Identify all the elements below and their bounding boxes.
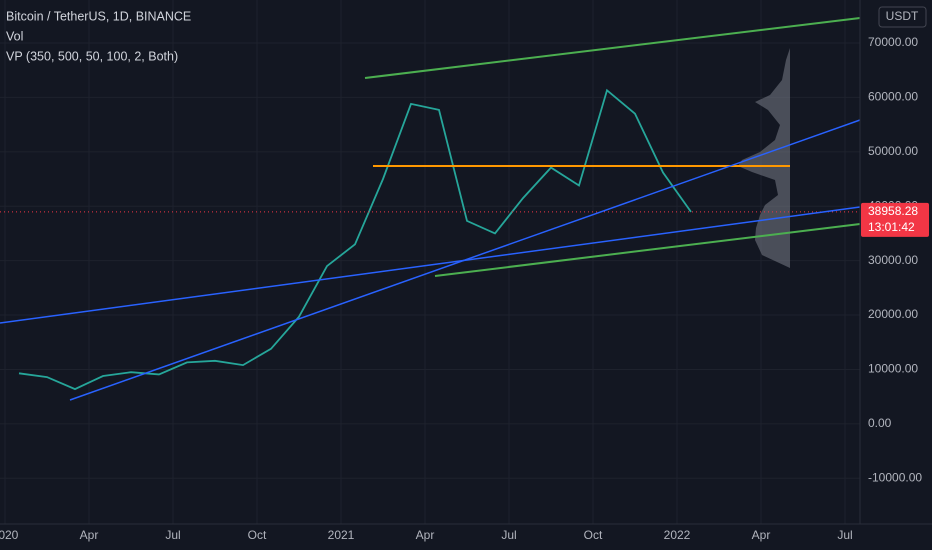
y-tick-label: 30000.00 <box>868 253 918 267</box>
x-tick-label: 2021 <box>328 528 355 542</box>
volume-profile <box>738 48 790 268</box>
series <box>0 88 860 391</box>
x-tick-label: 2022 <box>664 528 691 542</box>
y-tick-label: 20000.00 <box>868 307 918 321</box>
x-tick-label: Apr <box>80 528 99 542</box>
chart-title: Bitcoin / TetherUS, 1D, BINANCE <box>6 9 191 23</box>
x-tick-label: Jul <box>837 528 852 542</box>
y-tick-label: 10000.00 <box>868 362 918 376</box>
last-price-label: 38958.28 <box>868 204 918 218</box>
y-tick-label: 60000.00 <box>868 90 918 104</box>
y-tick-label: -10000.00 <box>868 470 922 484</box>
grid <box>0 0 860 524</box>
indicator-label: Vol <box>6 29 23 43</box>
axis: 70000.0060000.0050000.0040000.0030000.00… <box>0 35 929 542</box>
x-tick-label: Jul <box>501 528 516 542</box>
trend-line <box>0 206 861 324</box>
legend: Bitcoin / TetherUS, 1D, BINANCE Vol VP (… <box>6 9 191 63</box>
last-price-box <box>861 202 929 237</box>
y-tick-label: 70000.00 <box>868 35 918 49</box>
trend-line <box>69 119 861 401</box>
price-line <box>18 88 692 391</box>
x-tick-label: Oct <box>248 528 267 542</box>
x-tick-label: Jul <box>165 528 180 542</box>
x-tick-label: 2020 <box>0 528 19 542</box>
indicator-label: VP (350, 500, 50, 100, 2, Both) <box>6 49 178 63</box>
x-tick-label: Apr <box>752 528 771 542</box>
x-tick-label: Apr <box>416 528 435 542</box>
x-tick-label: Oct <box>584 528 603 542</box>
currency-label[interactable]: USDT <box>886 9 919 23</box>
countdown-label: 13:01:42 <box>868 220 915 234</box>
y-tick-label: 50000.00 <box>868 144 918 158</box>
trend-line <box>434 223 861 277</box>
trend-line <box>364 17 861 79</box>
currency-button[interactable] <box>878 6 927 28</box>
y-tick-label: 0.00 <box>868 416 892 430</box>
